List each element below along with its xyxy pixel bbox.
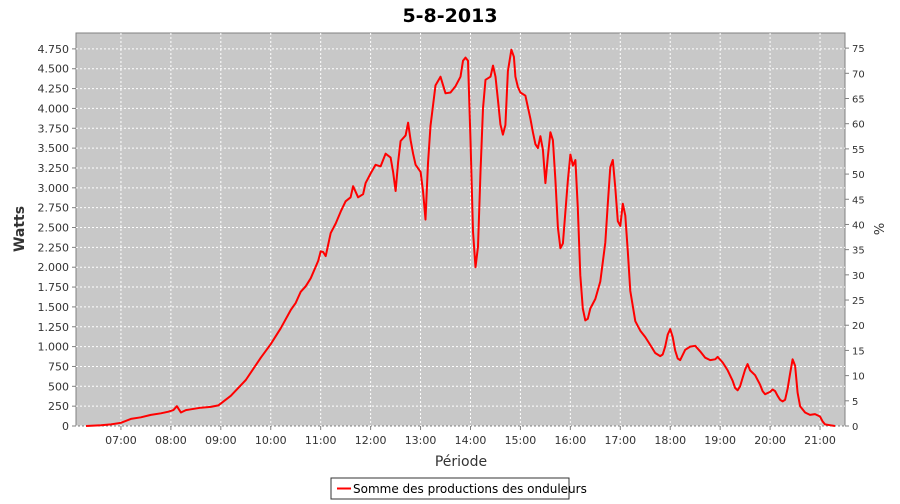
y-tick-label: 1.750	[38, 281, 70, 294]
y-right-tick-label: 65	[852, 95, 865, 106]
x-tick-label: 10:00	[255, 434, 287, 447]
y-tick-label: 500	[48, 380, 69, 393]
y-right-tick-label: 75	[852, 44, 865, 55]
y-right-tick-label: 60	[852, 120, 865, 131]
x-tick-label: 20:00	[754, 434, 786, 447]
y-right-tick-label: 30	[852, 271, 865, 282]
y-tick-label: 3.500	[38, 142, 70, 155]
y-tick-label: 1.000	[38, 341, 70, 354]
x-tick-label: 07:00	[105, 434, 137, 447]
y-tick-label: 4.000	[38, 102, 70, 115]
y-axis-title: Watts	[12, 206, 28, 252]
x-tick-label: 14:00	[455, 434, 487, 447]
plot-area: 02505007501.0001.2501.5001.7502.0002.250…	[38, 32, 865, 447]
x-tick-label: 08:00	[155, 434, 187, 447]
x-tick-label: 19:00	[704, 434, 736, 447]
y-right-tick-label: 40	[852, 220, 865, 231]
y-right-tick-label: 50	[852, 170, 865, 181]
y-tick-label: 4.750	[38, 43, 70, 56]
y-right-tick-label: 55	[852, 145, 865, 156]
x-tick-label: 09:00	[205, 434, 237, 447]
x-tick-label: 16:00	[555, 434, 587, 447]
y-right-tick-label: 45	[852, 195, 865, 206]
x-tick-label: 17:00	[604, 434, 636, 447]
y-tick-label: 3.250	[38, 162, 70, 175]
y-tick-label: 2.750	[38, 202, 70, 215]
y-tick-label: 2.000	[38, 261, 70, 274]
y-tick-label: 1.250	[38, 321, 70, 334]
x-tick-label: 12:00	[355, 434, 387, 447]
plot-background	[75, 32, 846, 427]
y-right-tick-label: 0	[852, 422, 858, 433]
x-tick-label: 18:00	[654, 434, 686, 447]
y-tick-label: 3.000	[38, 182, 70, 195]
chart-title: 5-8-2013	[402, 5, 497, 27]
x-tick-label: 21:00	[804, 434, 836, 447]
y-tick-label: 4.250	[38, 83, 70, 96]
y-tick-label: 2.250	[38, 241, 70, 254]
y-tick-label: 2.500	[38, 222, 70, 235]
y-right-axis-title: %	[873, 223, 888, 235]
y-tick-label: 750	[48, 360, 69, 373]
x-axis-title: Période	[435, 454, 487, 470]
legend-label: Somme des productions des onduleurs	[353, 482, 587, 496]
y-tick-label: 4.500	[38, 63, 70, 76]
y-right-tick-label: 5	[852, 397, 858, 408]
x-tick-label: 13:00	[405, 434, 437, 447]
y-tick-label: 1.500	[38, 301, 70, 314]
legend-box	[330, 477, 570, 500]
y-right-tick-label: 20	[852, 321, 865, 332]
legend: Somme des productions des onduleurs	[330, 477, 587, 500]
y-right-tick-label: 15	[852, 346, 865, 357]
y-tick-label: 0	[62, 420, 69, 433]
y-right-tick-label: 25	[852, 296, 865, 307]
series-line	[85, 48, 836, 427]
y-right-tick-label: 35	[852, 246, 865, 257]
y-right-tick-label: 10	[852, 372, 865, 383]
y-tick-label: 250	[48, 400, 69, 413]
y-tick-label: 3.750	[38, 122, 70, 135]
x-tick-label: 11:00	[305, 434, 337, 447]
x-tick-label: 15:00	[505, 434, 537, 447]
y-right-tick-label: 70	[852, 69, 865, 80]
